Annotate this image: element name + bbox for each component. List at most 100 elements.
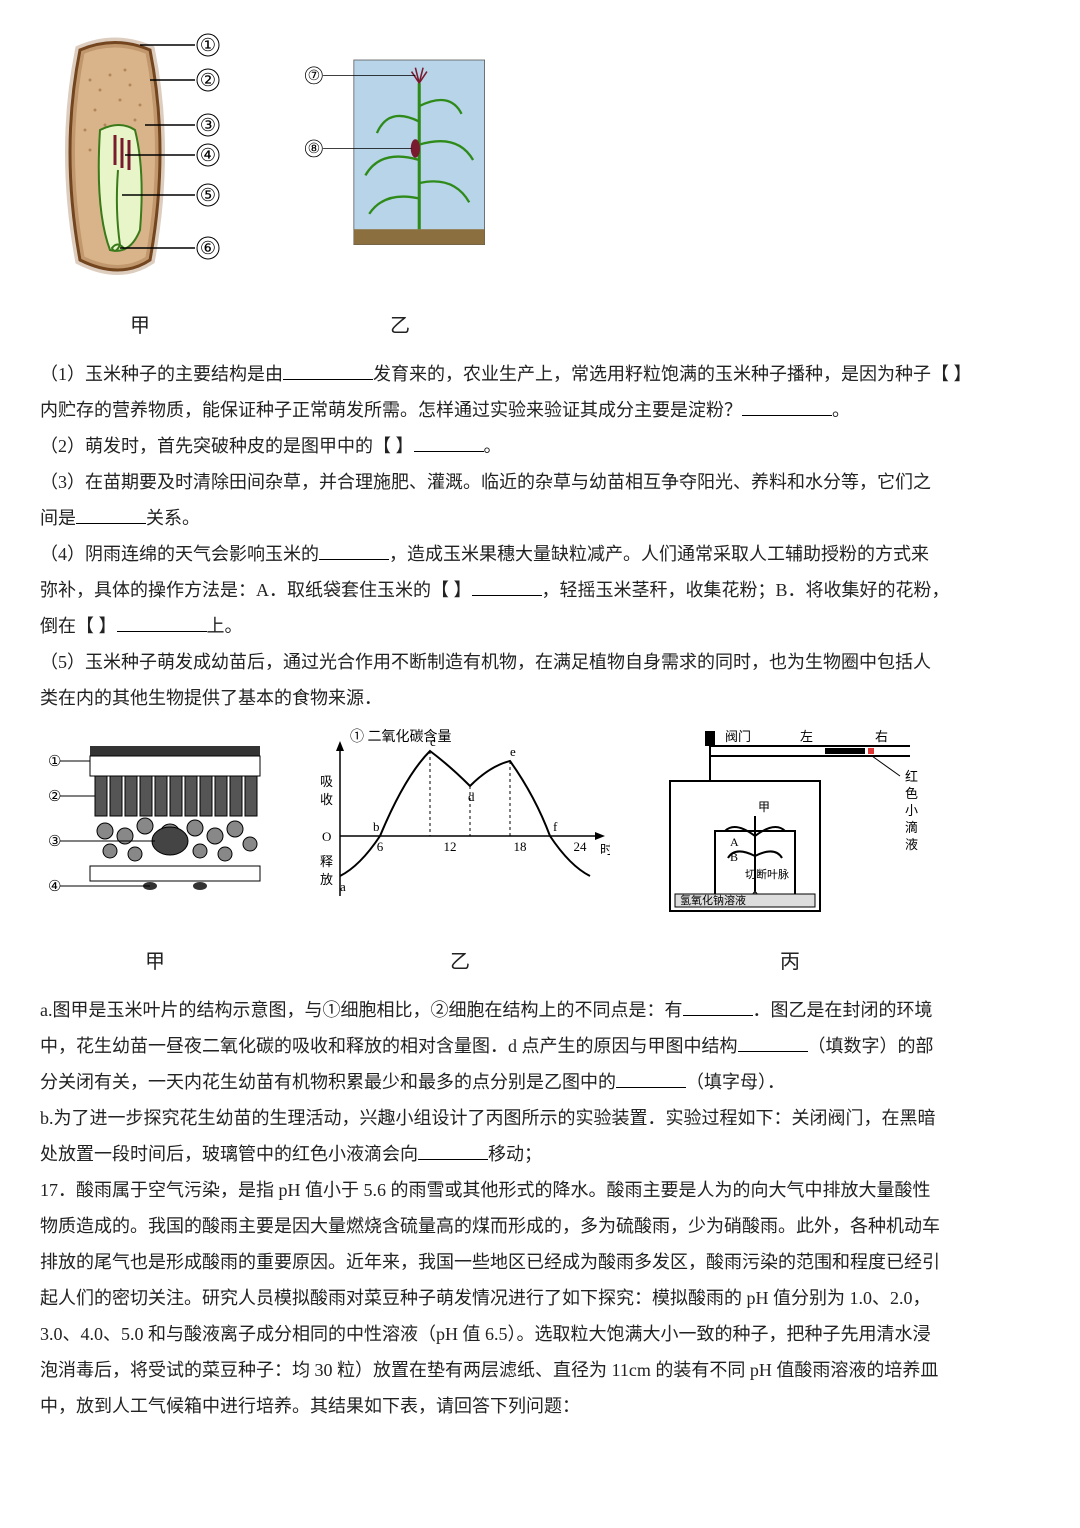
q17-a: 17．酸雨属于空气污染，是指 pH 值小于 5.6 的雨雪或其他形式的降水。酸雨… (40, 1180, 931, 1200)
q5a-d: （填数字）的部 (808, 1036, 934, 1056)
q5a-b: ．图乙是在封闭的环境 (753, 1000, 933, 1020)
q4-text-f: 上。 (207, 616, 243, 636)
q4-blank-3[interactable] (117, 613, 207, 632)
q4-blank-2[interactable] (472, 577, 542, 596)
q1-blank-1[interactable] (283, 361, 373, 380)
q1-text-1b: 发育来的，农业生产上，常选用籽粒饱满的玉米种子播种，是因为种子【 】 (373, 364, 972, 384)
ylab-5: 放 (320, 872, 333, 887)
q2-line: （2）萌发时，首先突破种皮的是图甲中的【 】 。 (40, 428, 1040, 464)
drop-l5: 液 (905, 837, 918, 852)
plant-figure: ⑦ ⑧ 乙 (300, 30, 500, 346)
seed-label-2: ② (200, 70, 216, 90)
q5a-blank-2[interactable] (738, 1033, 808, 1052)
seed-label-4: ④ (200, 145, 216, 165)
device-caption: 丙 (650, 942, 930, 982)
q1-line2: 内贮存的营养物质，能保证种子正常萌发所需。怎样通过实验来验证其成分主要是淀粉？ 。 (40, 392, 1040, 428)
co2-graph: ① 二氧化碳含量 吸 收 O 释 放 6 12 18 24 时 (310, 726, 610, 926)
leaf-caption: 甲 (40, 942, 270, 982)
q17-b: 物质造成的。我国的酸雨主要是因大量燃烧含硫量高的煤而形成的，多为硫酸雨，少为硝酸… (40, 1216, 940, 1236)
seed-diagram: ① ② ③ ④ ⑤ ⑥ (40, 30, 240, 290)
seed-figure: ① ② ③ ④ ⑤ ⑥ 甲 (40, 30, 240, 346)
q3-line2: 间是 关系。 (40, 500, 1040, 536)
leafB-label: B (730, 850, 738, 864)
q3-text-a: （3）在苗期要及时清除田间杂草，并合理施肥、灌溉。临近的杂草与幼苗相互争夺阳光、… (40, 472, 931, 492)
leaf-label-3: ③ (48, 834, 61, 850)
q3-line1: （3）在苗期要及时清除田间杂草，并合理施肥、灌溉。临近的杂草与幼苗相互争夺阳光、… (40, 464, 1040, 500)
q5a-line3: 分关闭有关，一天内花生幼苗有机物积累最少和最多的点分别是乙图中的（填字母）． (40, 1064, 1040, 1100)
q5a-line2: 中，花生幼苗一昼夜二氧化碳的吸收和释放的相对含量图．d 点产生的原因与甲图中结构… (40, 1028, 1040, 1064)
q5-line2: 类在内的其他生物提供了基本的食物来源． (40, 680, 1040, 716)
drop-l3: 小 (905, 803, 918, 818)
q1-text-2a: 内贮存的营养物质，能保证种子正常萌发所需。怎样通过实验来验证其成分主要是淀粉？ (40, 400, 742, 420)
xtick-6: 6 (377, 839, 384, 854)
q4-text-b: ，造成玉米果穗大量缺粒减产。人们通常采取人工辅助授粉的方式来 (389, 544, 929, 564)
graph-title: ① 二氧化碳含量 (350, 729, 452, 745)
plant-label-8: ⑧ (308, 141, 320, 156)
seed-label-1: ① (200, 35, 216, 55)
drop-l2: 色 (905, 786, 918, 801)
leaf-label-1: ① (48, 754, 61, 770)
q1-blank-2[interactable] (742, 397, 832, 416)
q3-text-c: 关系。 (146, 508, 200, 528)
leaf-figure: ① ② ③ ④ 甲 (40, 726, 270, 982)
plant-diagram: ⑦ ⑧ (300, 30, 500, 290)
q17-l4: 起人们的密切关注。研究人员模拟酸雨对菜豆种子萌发情况进行了如下探究：模拟酸雨的 … (40, 1280, 1040, 1316)
q5b-b: 处放置一段时间后，玻璃管中的红色小液滴会向 (40, 1144, 418, 1164)
leafA-label: A (730, 835, 739, 849)
leaf-label-2: ② (48, 789, 61, 805)
q5b-blank[interactable] (418, 1141, 488, 1160)
q5a-line1: a.图甲是玉米叶片的结构示意图，与①细胞相比，②细胞在结构上的不同点是：有 ．图乙… (40, 992, 1040, 1028)
q2-blank[interactable] (414, 433, 484, 452)
q5b-c: 移动； (488, 1144, 542, 1164)
q5-text-b: 类在内的其他生物提供了基本的食物来源． (40, 688, 382, 708)
seed-label-6: ⑥ (200, 238, 216, 258)
q4-text-a: （4）阴雨连绵的天气会影响玉米的 (40, 544, 319, 564)
ylab-1: 吸 (320, 774, 333, 789)
pt-e: e (510, 744, 516, 759)
plant-label-7: ⑦ (308, 68, 320, 83)
pt-f: f (553, 819, 558, 834)
drop-l4: 滴 (905, 820, 918, 835)
q4-text-e: 倒在【 】 (40, 616, 117, 636)
q3-text-b: 间是 (40, 508, 76, 528)
xtick-24: 24 (574, 839, 588, 854)
seed-label-3: ③ (200, 115, 216, 135)
xlab: 时 (600, 842, 610, 857)
seed-caption: 甲 (40, 306, 240, 346)
q4-text-d: ，轻摇玉米茎秆，收集花粉；B．将收集好的花粉， (542, 580, 950, 600)
q17-l6: 泡消毒后，将受试的菜豆种子：均 30 粒）放置在垫有两层滤纸、直径为 11cm … (40, 1352, 1040, 1388)
leaf-label-4: ④ (48, 879, 61, 895)
q4-text-c: 弥补，具体的操作方法是：A．取纸袋套住玉米的【 】 (40, 580, 472, 600)
q17-g: 中，放到人工气候箱中进行培养。其结果如下表，请回答下列问题： (40, 1396, 580, 1416)
pt-d: d (468, 789, 475, 804)
q5a-a: a.图甲是玉米叶片的结构示意图，与①细胞相比，②细胞在结构上的不同点是：有 (40, 1000, 683, 1020)
q2-text-a: （2）萌发时，首先突破种皮的是图甲中的【 】 (40, 436, 414, 456)
figure-row-2: ① ② ③ ④ 甲 ① 二氧化碳含量 吸 收 O 释 放 6 12 18 24 (40, 726, 1040, 982)
q3-blank[interactable] (76, 505, 146, 524)
drop-l1: 红 (905, 769, 918, 784)
q5a-blank-3[interactable] (616, 1069, 686, 1088)
q4-blank-1[interactable] (319, 541, 389, 560)
pt-a: a (340, 879, 346, 894)
q17-l5: 3.0、4.0、5.0 和与酸液离子成分相同的中性溶液（pH 值 6.5）。选取… (40, 1316, 1040, 1352)
q17-c: 排放的尾气也是形成酸雨的重要原因。近年来，我国一些地区已经成为酸雨多发区，酸雨污… (40, 1252, 940, 1272)
naoh-label: 氢氧化钠溶液 (680, 893, 746, 907)
q5b-line1: b.为了进一步探究花生幼苗的生理活动，兴趣小组设计了丙图所示的实验装置．实验过程… (40, 1100, 1040, 1136)
q17-l7: 中，放到人工气候箱中进行培养。其结果如下表，请回答下列问题： (40, 1388, 1040, 1424)
q5a-blank-1[interactable] (683, 997, 753, 1016)
q5b-line2: 处放置一段时间后，玻璃管中的红色小液滴会向 移动； (40, 1136, 1040, 1172)
graph-figure: ① 二氧化碳含量 吸 收 O 释 放 6 12 18 24 时 (310, 726, 610, 982)
ylab-4: 释 (320, 854, 333, 869)
pt-c: c (430, 734, 436, 749)
q2-text-b: 。 (484, 436, 502, 456)
cut-label: 切断叶脉 (745, 867, 789, 881)
q17-l1: 17．酸雨属于空气污染，是指 pH 值小于 5.6 的雨雪或其他形式的降水。酸雨… (40, 1172, 1040, 1208)
q4-line2: 弥补，具体的操作方法是：A．取纸袋套住玉米的【 】 ，轻摇玉米茎秆，收集花粉；B．… (40, 572, 1040, 608)
q1-line1: （1）玉米种子的主要结构是由发育来的，农业生产上，常选用籽粒饱满的玉米种子播种，… (40, 356, 1040, 392)
q1-text-2b: 。 (832, 400, 850, 420)
q5a-c: 中，花生幼苗一昼夜二氧化碳的吸收和释放的相对含量图．d 点产生的原因与甲图中结构 (40, 1036, 738, 1056)
seed-label-5: ⑤ (200, 185, 216, 205)
q17-e: 3.0、4.0、5.0 和与酸液离子成分相同的中性溶液（pH 值 6.5）。选取… (40, 1324, 931, 1344)
device-diagram: 阀门 左 右 红 色 小 滴 液 甲 A B (650, 726, 930, 926)
left-label: 左 (800, 729, 813, 744)
